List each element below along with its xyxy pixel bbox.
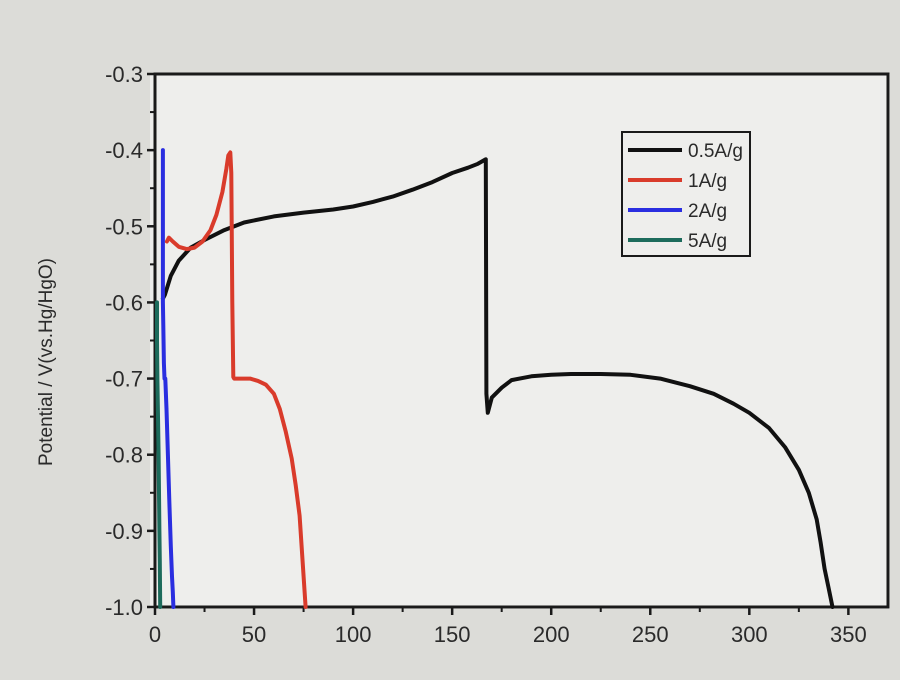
- x-tick-label: 250: [632, 622, 669, 647]
- y-tick-label: -0.6: [105, 290, 143, 315]
- x-tick-label: 0: [149, 622, 161, 647]
- y-tick-label: -0.7: [105, 367, 143, 392]
- series-line-2a-g: [160, 148, 176, 609]
- y-tick-label: -0.5: [105, 214, 143, 239]
- legend-box: [621, 131, 751, 257]
- x-tick-label: 300: [731, 622, 768, 647]
- series-line-0-5a-g: [160, 157, 835, 609]
- series-line-1a-g: [164, 150, 308, 609]
- x-tick-label: 100: [335, 622, 372, 647]
- y-axis-label: Potential / V(vs.Hg/HgO): [36, 258, 57, 466]
- x-tick-label: 200: [533, 622, 570, 647]
- legend-label: 5A/g: [688, 231, 727, 252]
- legend-label: 1A/g: [688, 171, 727, 192]
- x-tick-label: 350: [830, 622, 867, 647]
- legend-label: 2A/g: [688, 201, 727, 222]
- y-tick-label: -0.9: [105, 519, 143, 544]
- legend-label: 0.5A/g: [688, 141, 743, 162]
- y-tick-label: -0.3: [105, 62, 143, 87]
- y-tick-label: -0.8: [105, 443, 143, 468]
- x-tick-label: 50: [242, 622, 266, 647]
- x-tick-label: 150: [434, 622, 471, 647]
- y-tick-label: -0.4: [105, 138, 143, 163]
- series-line-5a-g: [155, 300, 163, 609]
- y-tick-label: -1.0: [105, 595, 143, 620]
